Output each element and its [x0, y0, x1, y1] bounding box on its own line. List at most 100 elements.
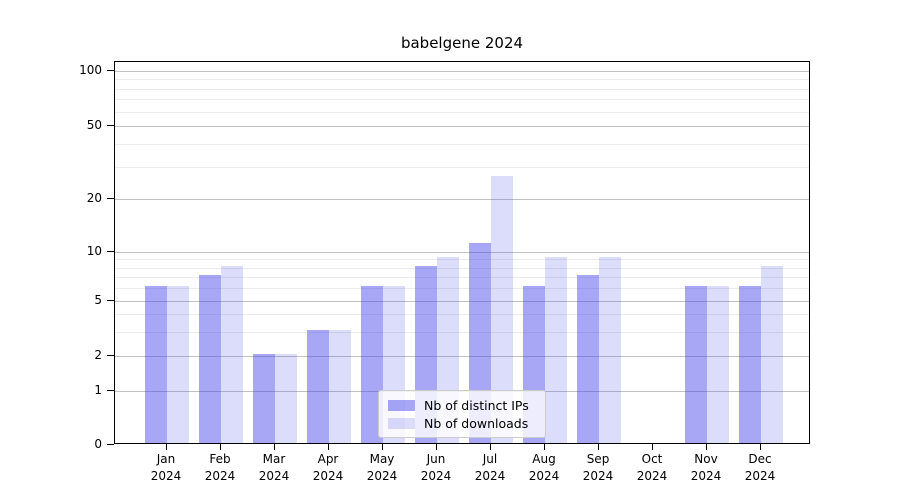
gridline-minor-40 [115, 144, 809, 145]
x-tick-label-nov: Nov 2024 [678, 451, 734, 485]
y-tick-mark-5 [107, 300, 114, 301]
x-tick-label-sep: Sep 2024 [570, 451, 626, 485]
legend-swatch-distinct-ips-icon [388, 400, 415, 411]
x-tick-label-jul: Jul 2024 [462, 451, 518, 485]
gridline-major-20 [115, 199, 809, 200]
x-tick-mark-jul [490, 444, 491, 450]
legend-item-downloads: Nb of downloads [388, 416, 537, 431]
x-tick-mark-nov [706, 444, 707, 450]
x-tick-label-year-jun: 2024 [420, 469, 452, 483]
gridline-minor-7 [115, 277, 809, 278]
bar-nb-of-distinct-ips-jan [145, 286, 167, 443]
gridline-minor-4 [115, 314, 809, 315]
bar-nb-of-distinct-ips-feb [199, 275, 221, 443]
x-tick-label-month-aug: Aug [532, 452, 556, 466]
x-tick-label-jan: Jan 2024 [138, 451, 194, 485]
x-tick-label-month-jun: Jun [426, 452, 446, 466]
gridline-minor-90 [115, 79, 809, 80]
legend-item-distinct-ips: Nb of distinct IPs [388, 398, 537, 413]
x-tick-label-year-oct: 2024 [636, 469, 668, 483]
legend: Nb of distinct IPs Nb of downloads [378, 390, 546, 438]
chart-title: babelgene 2024 [400, 34, 524, 52]
x-tick-mark-jun [436, 444, 437, 450]
x-tick-mark-mar [274, 444, 275, 450]
x-tick-label-year-dec: 2024 [744, 469, 776, 483]
x-tick-mark-dec [760, 444, 761, 450]
x-tick-label-year-may: 2024 [366, 469, 398, 483]
x-tick-label-year-apr: 2024 [312, 469, 344, 483]
bar-nb-of-distinct-ips-apr [307, 330, 329, 443]
x-tick-label-apr: Apr 2024 [300, 451, 356, 485]
gridline-minor-8 [115, 268, 809, 269]
bar-nb-of-downloads-dec [761, 266, 783, 443]
x-tick-mark-apr [328, 444, 329, 450]
y-tick-label-0: 0 [94, 437, 102, 451]
x-tick-label-year-feb: 2024 [204, 469, 236, 483]
gridline-minor-3 [115, 332, 809, 333]
x-tick-label-year-jan: 2024 [150, 469, 182, 483]
bar-nb-of-downloads-mar [275, 354, 297, 443]
x-tick-label-jun: Jun 2024 [408, 451, 464, 485]
bar-nb-of-downloads-nov [707, 286, 729, 443]
bar-nb-of-distinct-ips-dec [739, 286, 761, 443]
y-tick-mark-100 [107, 70, 114, 71]
x-tick-label-oct: Oct 2024 [624, 451, 680, 485]
x-tick-mark-sep [598, 444, 599, 450]
gridline-minor-9 [115, 259, 809, 260]
x-tick-label-year-nov: 2024 [690, 469, 722, 483]
x-tick-label-month-dec: Dec [748, 452, 772, 466]
gridline-minor-6 [115, 288, 809, 289]
x-tick-mark-oct [652, 444, 653, 450]
x-tick-mark-may [382, 444, 383, 450]
bar-nb-of-distinct-ips-mar [253, 354, 275, 443]
gridline-major-10 [115, 252, 809, 253]
x-tick-label-month-sep: Sep [586, 452, 610, 466]
y-tick-mark-2 [107, 355, 114, 356]
y-tick-label-100: 100 [79, 63, 102, 77]
bar-nb-of-downloads-jul [491, 176, 513, 443]
x-tick-label-month-jan: Jan [156, 452, 176, 466]
x-tick-label-year-aug: 2024 [528, 469, 560, 483]
x-tick-mark-jan [166, 444, 167, 450]
y-tick-label-20: 20 [86, 191, 102, 205]
gridline-major-100 [115, 71, 809, 72]
x-tick-label-year-jul: 2024 [474, 469, 506, 483]
legend-label-downloads: Nb of downloads [424, 416, 529, 431]
bar-nb-of-distinct-ips-sep [577, 275, 599, 443]
gridline-major-5 [115, 301, 809, 302]
x-tick-label-month-may: May [369, 452, 395, 466]
x-tick-label-dec: Dec 2024 [732, 451, 788, 485]
bar-nb-of-distinct-ips-nov [685, 286, 707, 443]
bar-nb-of-downloads-feb [221, 266, 243, 443]
bar-nb-of-distinct-ips-may [361, 286, 383, 443]
gridline-minor-80 [115, 89, 809, 90]
gridline-major-50 [115, 126, 809, 127]
bar-nb-of-downloads-aug [545, 257, 567, 443]
y-tick-mark-1 [107, 390, 114, 391]
plot-area [114, 61, 810, 444]
x-tick-label-aug: Aug 2024 [516, 451, 572, 485]
gridline-minor-70 [115, 99, 809, 100]
y-tick-mark-0 [107, 444, 114, 445]
x-tick-label-month-nov: Nov [694, 452, 718, 466]
y-tick-label-10: 10 [86, 244, 102, 258]
y-tick-mark-50 [107, 125, 114, 126]
x-tick-mark-aug [544, 444, 545, 450]
gridline-minor-60 [115, 112, 809, 113]
legend-swatch-downloads-icon [388, 418, 415, 429]
bar-nb-of-downloads-jan [167, 286, 189, 443]
x-tick-label-month-apr: Apr [317, 452, 339, 466]
x-tick-mark-feb [220, 444, 221, 450]
y-tick-mark-10 [107, 251, 114, 252]
x-tick-label-year-mar: 2024 [258, 469, 290, 483]
legend-label-distinct-ips: Nb of distinct IPs [424, 398, 529, 413]
y-tick-label-5: 5 [94, 293, 102, 307]
bar-nb-of-downloads-sep [599, 257, 621, 443]
x-tick-label-feb: Feb 2024 [192, 451, 248, 485]
x-tick-label-month-mar: Mar [262, 452, 286, 466]
bar-nb-of-downloads-apr [329, 330, 351, 443]
x-tick-label-month-oct: Oct [641, 452, 663, 466]
x-tick-label-mar: Mar 2024 [246, 451, 302, 485]
gridline-major-2 [115, 356, 809, 357]
